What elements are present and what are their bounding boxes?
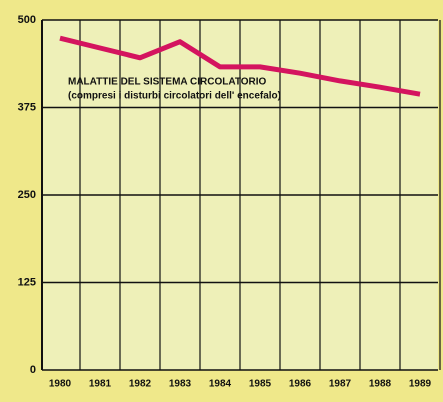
- y-tick-label: 375: [18, 101, 36, 113]
- y-tick-label: 125: [18, 276, 36, 288]
- x-tick-label: 1984: [209, 379, 232, 390]
- line: [59, 35, 421, 97]
- x-tick-label: 1985: [249, 379, 272, 390]
- y-tick-label: 500: [18, 14, 36, 26]
- x-tick-label: 1980: [49, 379, 72, 390]
- x-tick-label: 1986: [289, 379, 312, 390]
- x-tick-label: 1983: [169, 379, 192, 390]
- x-tick-label: 1987: [329, 379, 352, 390]
- y-tick-label: 0: [30, 364, 36, 376]
- x-tick-label: 1989: [409, 379, 432, 390]
- x-tick-label: 1988: [369, 379, 392, 390]
- annotation: (compresi i disturbi circolatori dell' e…: [68, 91, 281, 102]
- x-tick-label: 1981: [89, 379, 112, 390]
- y-tick-label: 250: [18, 189, 36, 201]
- x-tick-label: 1982: [129, 379, 152, 390]
- annotation: MALATTIE DEL SISTEMA CIRCOLATORIO: [68, 77, 267, 88]
